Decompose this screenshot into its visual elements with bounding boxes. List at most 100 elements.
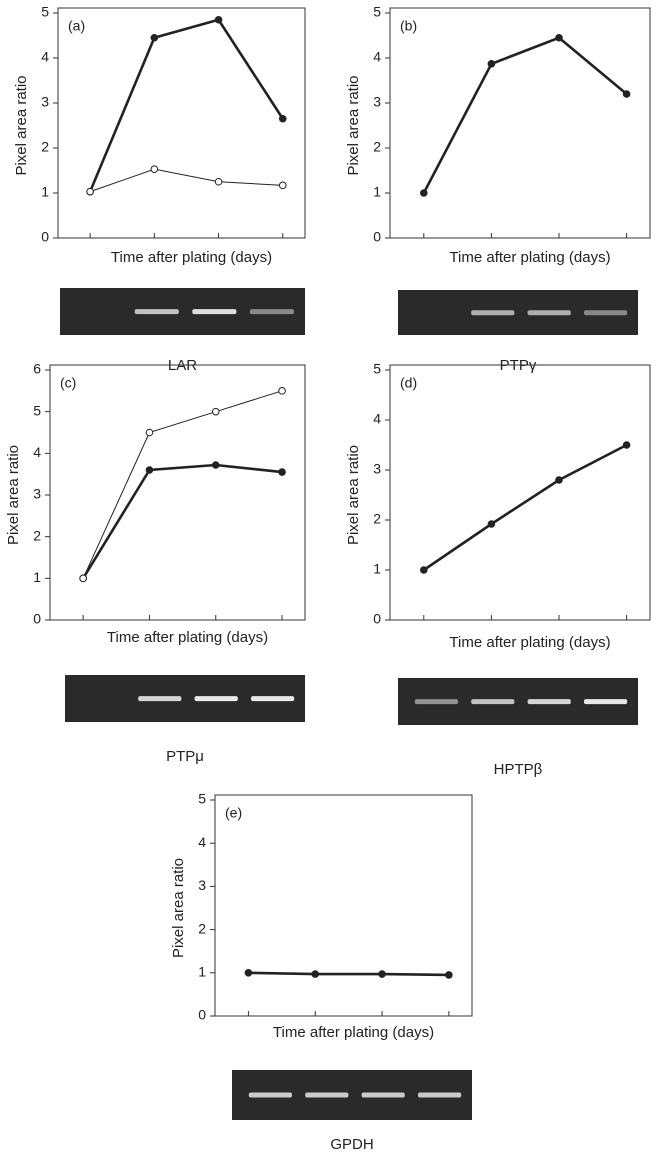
y-axis-label: Pixel area ratio (345, 75, 362, 175)
plot-frame (390, 365, 650, 620)
plot-frame (50, 365, 305, 620)
series-line (83, 391, 282, 578)
y-tick-label: 2 (41, 139, 49, 155)
gel-band (528, 310, 571, 315)
y-tick-label: 6 (33, 361, 41, 377)
data-point (80, 575, 87, 582)
series-line (424, 38, 627, 193)
data-point (623, 442, 630, 449)
y-tick-label: 4 (33, 444, 41, 460)
y-tick-label: 1 (33, 569, 41, 585)
data-point (215, 178, 222, 185)
figure: 0 1 2 3 4 5 Pixel area ratio Time after plating… (0, 0, 659, 1153)
y-tick-label: 2 (373, 511, 381, 527)
panel-label: (e) (225, 805, 242, 821)
y-tick-label: 1 (41, 184, 49, 200)
gel-band (249, 1093, 292, 1098)
y-tick-label: 2 (198, 920, 206, 936)
gel-label: GPDH (330, 1136, 373, 1153)
gel-band (584, 699, 627, 704)
y-axis-label: Pixel area ratio (5, 445, 22, 545)
gel-band (192, 309, 236, 314)
gel-band (415, 699, 458, 704)
y-tick-label: 1 (373, 561, 381, 577)
y-tick-label: 3 (33, 486, 41, 502)
data-point (245, 970, 252, 977)
gel-band (135, 309, 179, 314)
data-point (146, 429, 153, 436)
data-point (146, 467, 153, 474)
series-line (424, 445, 627, 570)
data-point (87, 188, 94, 195)
data-point (488, 521, 495, 528)
data-point (215, 16, 222, 23)
x-axis-label: Time after plating (days) (107, 629, 268, 646)
data-point (312, 971, 319, 978)
y-axis-label: Pixel area ratio (170, 858, 187, 958)
x-axis-label: Time after plating (days) (449, 634, 610, 651)
plot-frame (58, 8, 305, 238)
y-tick-label: 3 (373, 461, 381, 477)
data-point (623, 91, 630, 98)
data-point (279, 469, 286, 476)
panel-label: (b) (400, 18, 417, 34)
y-tick-label: 3 (373, 94, 381, 110)
y-tick-label: 4 (373, 411, 381, 427)
data-point (151, 166, 158, 173)
gel-band (584, 310, 627, 315)
data-point (556, 477, 563, 484)
x-axis-label: Time after plating (days) (273, 1024, 434, 1041)
data-point (379, 971, 386, 978)
x-axis-label: Time after plating (days) (449, 249, 610, 266)
y-tick-label: 0 (33, 611, 41, 627)
data-point (279, 388, 286, 395)
data-point (556, 34, 563, 41)
y-axis-label: Pixel area ratio (13, 75, 30, 175)
y-tick-label: 4 (41, 49, 49, 65)
series-line (90, 169, 283, 192)
y-tick-label: 3 (198, 877, 206, 893)
data-point (421, 190, 428, 197)
gel-band (362, 1093, 405, 1098)
gel-band (251, 696, 294, 701)
gel-band (528, 699, 571, 704)
gel-band (471, 699, 514, 704)
data-point (212, 462, 219, 469)
panel-label: (d) (400, 375, 417, 391)
gel-band (250, 309, 294, 314)
data-point (488, 61, 495, 68)
y-tick-label: 0 (373, 611, 381, 627)
series-line (83, 465, 282, 578)
series-line (90, 20, 283, 192)
x-axis-label: Time after plating (days) (111, 249, 272, 266)
plot-frame (215, 795, 472, 1016)
y-tick-label: 4 (198, 834, 206, 850)
y-tick-label: 0 (373, 229, 381, 245)
y-tick-label: 1 (373, 184, 381, 200)
y-tick-label: 2 (373, 139, 381, 155)
y-tick-label: 5 (41, 4, 49, 20)
gel-band (471, 310, 514, 315)
gel-label: PTPμ (166, 748, 204, 765)
data-point (212, 408, 219, 415)
gel-band (418, 1093, 461, 1098)
y-tick-label: 5 (33, 402, 41, 418)
plot-frame (390, 8, 650, 238)
data-point (279, 115, 286, 122)
y-tick-label: 1 (198, 964, 206, 980)
gel-band (195, 696, 238, 701)
y-tick-label: 4 (373, 49, 381, 65)
y-tick-label: 0 (198, 1007, 206, 1023)
gel-label: HPTPβ (494, 761, 543, 778)
panel-label: (c) (60, 375, 76, 391)
y-tick-label: 0 (41, 229, 49, 245)
y-axis-label: Pixel area ratio (345, 445, 362, 545)
data-point (151, 34, 158, 41)
y-tick-label: 5 (373, 361, 381, 377)
series-line (248, 973, 448, 975)
gel-band (138, 696, 181, 701)
gel-band (305, 1093, 348, 1098)
data-point (279, 182, 286, 189)
y-tick-label: 5 (198, 791, 206, 807)
y-tick-label: 2 (33, 527, 41, 543)
